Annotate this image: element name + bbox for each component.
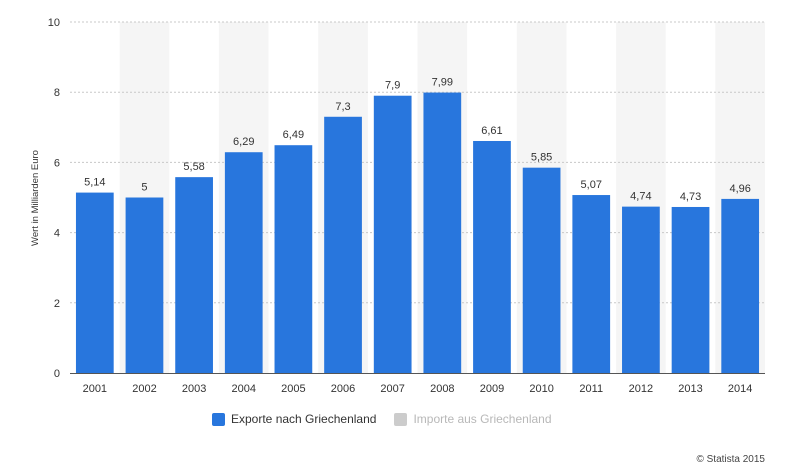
bar — [324, 116, 362, 374]
data-label: 7,99 — [432, 77, 453, 89]
legend-label-exporte: Exporte nach Griechenland — [231, 412, 377, 426]
x-tick-label: 2001 — [83, 383, 107, 395]
y-axis-title: Wert in Milliarden Euro — [30, 150, 41, 246]
y-axis-ticks: 0 2 4 6 8 10 — [48, 17, 60, 380]
legend-label-importe: Importe aus Griechenland — [413, 412, 552, 426]
bar — [274, 145, 313, 373]
gridlines — [70, 21, 765, 374]
bar — [721, 198, 760, 373]
bar — [125, 197, 164, 373]
x-tick-label: 2012 — [629, 383, 653, 395]
legend-item-exporte[interactable]: Exporte nach Griechenland — [212, 412, 376, 426]
y-tick-label: 8 — [54, 87, 60, 99]
x-tick-label: 2006 — [331, 383, 355, 395]
y-tick-label: 6 — [54, 157, 60, 169]
data-label: 4,73 — [680, 191, 701, 203]
legend-swatch-importe — [394, 412, 408, 426]
bar — [75, 192, 114, 373]
x-tick-label: 2009 — [480, 383, 504, 395]
data-labels: 5,14 5 5,58 6,29 6,49 7,3 7,9 7,99 6,61 5,85 5,07 4… — [84, 77, 751, 203]
bar — [224, 152, 263, 373]
data-label: 6,29 — [233, 136, 254, 148]
x-tick-label: 2004 — [232, 383, 256, 395]
legend-swatch-exporte — [212, 412, 225, 426]
bar — [423, 92, 462, 374]
bar — [671, 206, 710, 373]
data-label: 7,3 — [335, 101, 350, 113]
x-tick-label: 2007 — [380, 383, 404, 395]
y-tick-label: 2 — [54, 298, 60, 310]
bar — [473, 140, 511, 373]
y-tick-label: 0 — [54, 368, 60, 380]
x-tick-label: 2014 — [728, 383, 752, 395]
x-tick-label: 2013 — [678, 383, 702, 395]
data-label: 5,14 — [84, 177, 105, 189]
data-label: 5,85 — [531, 152, 552, 164]
x-tick-label: 2011 — [579, 383, 603, 395]
legend-item-importe[interactable]: Importe aus Griechenland — [394, 412, 552, 426]
bar — [572, 195, 611, 373]
x-tick-label: 2003 — [182, 383, 206, 395]
bar — [622, 206, 660, 373]
data-label: 7,9 — [385, 80, 400, 92]
data-label: 5,07 — [581, 179, 602, 191]
x-tick-label: 2010 — [529, 383, 553, 395]
data-label: 6,49 — [283, 129, 304, 141]
x-tick-label: 2008 — [430, 383, 454, 395]
data-label: 4,96 — [729, 183, 750, 195]
copyright-credit[interactable]: © Statista 2015 — [696, 454, 765, 465]
y-tick-label: 10 — [48, 17, 60, 29]
data-label: 5,58 — [183, 161, 204, 173]
bars — [75, 92, 760, 374]
legend: Exporte nach Griechenland Importe aus Gr… — [212, 412, 552, 426]
y-tick-label: 4 — [54, 228, 60, 240]
bar — [522, 167, 561, 373]
x-tick-label: 2005 — [281, 383, 305, 395]
bar — [373, 95, 412, 374]
data-label: 6,61 — [481, 125, 502, 137]
x-tick-label: 2002 — [132, 383, 156, 395]
data-label: 5 — [141, 182, 147, 194]
x-axis-ticks: 2001 2002 2003 2004 2005 2006 2007 2008 2009 2010… — [83, 383, 753, 395]
data-label: 4,74 — [630, 191, 651, 203]
bar — [175, 177, 213, 373]
